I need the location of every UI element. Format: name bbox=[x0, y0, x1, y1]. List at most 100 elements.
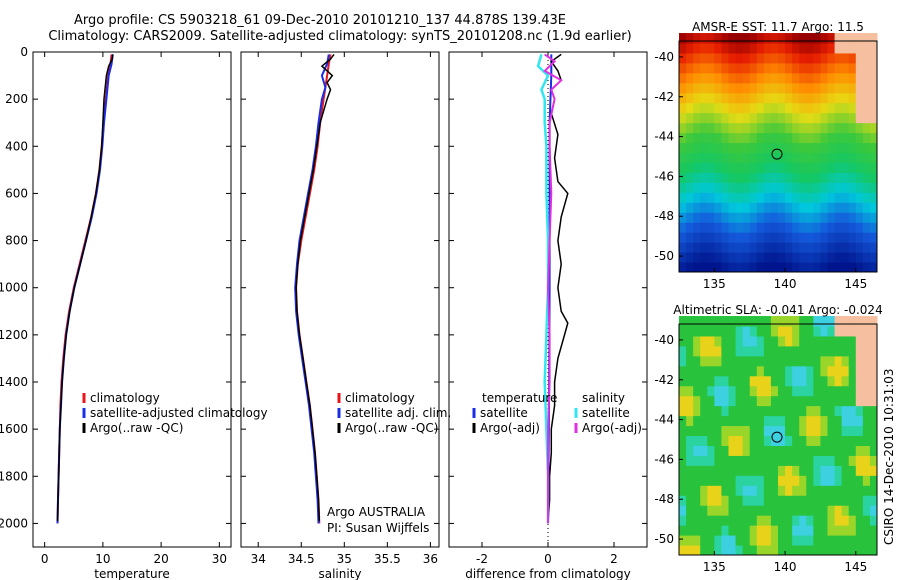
sst-map-cell bbox=[735, 122, 744, 134]
sla-map-cell bbox=[862, 425, 871, 437]
sst-map-cell bbox=[862, 192, 871, 203]
sst-map-cell bbox=[778, 62, 786, 74]
sla-map-cell bbox=[806, 475, 814, 486]
sla-map-cell bbox=[827, 525, 836, 536]
sst-map-cell bbox=[707, 152, 715, 163]
sst-map-cell bbox=[763, 82, 772, 94]
figure-title-line2: Climatology: CARS2009. Satellite-adjuste… bbox=[48, 29, 632, 44]
sla-map-cell bbox=[735, 515, 744, 526]
sst-map-cell bbox=[742, 132, 751, 144]
sla-map-cell bbox=[792, 525, 800, 536]
sst-map-cell bbox=[686, 52, 694, 64]
sst-map-cell bbox=[778, 52, 786, 64]
sla-map-cell bbox=[834, 495, 843, 506]
sla-map-cell bbox=[827, 505, 836, 516]
sst-map-cell bbox=[707, 182, 715, 193]
sst-map-cell bbox=[834, 182, 843, 193]
sst-map-cell bbox=[728, 172, 737, 183]
sst-map-cell bbox=[799, 182, 807, 193]
sst-map-cell bbox=[820, 42, 828, 54]
sst-map-cell bbox=[749, 72, 758, 84]
sla-map-cell bbox=[721, 545, 729, 556]
sst-map-cell bbox=[707, 62, 715, 74]
sst-map-cell bbox=[841, 202, 850, 213]
sst-map-cell bbox=[848, 202, 857, 213]
sst-map-cell bbox=[721, 162, 729, 173]
sst-map-cell bbox=[714, 162, 722, 173]
sla-map-cell bbox=[707, 545, 715, 556]
sst-map-cell bbox=[834, 52, 843, 64]
sst-map-cell bbox=[770, 262, 779, 273]
sst-map-cell bbox=[749, 192, 758, 203]
sst-map-cell bbox=[813, 232, 821, 243]
sla-map-cell bbox=[742, 435, 751, 446]
sla-map-cell bbox=[834, 485, 843, 496]
sst-map-cell bbox=[770, 62, 779, 74]
sst-map-cell bbox=[806, 242, 814, 253]
sla-map-cell bbox=[756, 325, 765, 337]
sla-map-cell bbox=[763, 316, 772, 327]
sla-map-cell bbox=[693, 365, 701, 377]
sla-map-cell bbox=[679, 345, 687, 357]
sla-map-cell bbox=[728, 425, 737, 437]
sst-map-cell bbox=[686, 122, 694, 134]
sst-map-cell bbox=[813, 52, 821, 64]
sst-map-cell bbox=[806, 33, 814, 44]
depth-tick-label: 600 bbox=[5, 186, 28, 200]
sla-map-cell bbox=[799, 335, 807, 347]
sst-map-cell bbox=[700, 102, 708, 114]
sst-map-cell bbox=[806, 62, 814, 74]
sla-map-cell bbox=[862, 475, 871, 486]
sst-map-cell bbox=[820, 172, 828, 183]
sla-map-cell bbox=[763, 395, 772, 407]
sla-map-cell bbox=[841, 335, 850, 347]
sla-map-cell bbox=[721, 495, 729, 506]
sst-map-xtick-label: 145 bbox=[844, 277, 867, 291]
sla-map-cell bbox=[742, 316, 751, 327]
sla-map-cell bbox=[728, 485, 737, 496]
sla-map-cell bbox=[862, 465, 871, 476]
sst-map-cell bbox=[799, 192, 807, 203]
sla-map-cell bbox=[756, 415, 765, 427]
sst-map-cell bbox=[827, 232, 836, 243]
sla-map-cell bbox=[785, 375, 793, 387]
sst-map-cell bbox=[679, 212, 687, 223]
sla-map-cell bbox=[820, 316, 828, 327]
sla-map-cell bbox=[763, 505, 772, 516]
sst-map-cell bbox=[792, 192, 800, 203]
sst-map-cell bbox=[714, 172, 722, 183]
sla-map-cell bbox=[679, 485, 687, 496]
sla-map-cell bbox=[778, 325, 786, 337]
sst-map-cell bbox=[848, 142, 857, 154]
sla-map-cell bbox=[806, 335, 814, 347]
sst-map-cell bbox=[785, 192, 793, 203]
sla-map-cell bbox=[721, 505, 729, 516]
sla-map-cell bbox=[749, 535, 758, 546]
sla-map-cell bbox=[721, 316, 729, 327]
sst-map-cell bbox=[827, 162, 836, 173]
sla-map-cell bbox=[841, 495, 850, 506]
sla-map-cell bbox=[841, 405, 850, 417]
sst-map-cell bbox=[834, 252, 843, 263]
sla-map-cell bbox=[785, 475, 793, 486]
sst-map-cell bbox=[693, 102, 701, 114]
sla-map-cell bbox=[728, 355, 737, 367]
sst-map-cell bbox=[749, 82, 758, 94]
sst-map-cell bbox=[862, 182, 871, 193]
sla-map-cell bbox=[827, 435, 836, 446]
sst-map-cell bbox=[806, 132, 814, 144]
sst-map-cell bbox=[707, 112, 715, 124]
sst-map-cell bbox=[756, 262, 765, 273]
sst-map-cell bbox=[834, 192, 843, 203]
sla-map-cell bbox=[686, 316, 694, 327]
sla-map-xtick-label: 145 bbox=[844, 560, 867, 574]
sst-map-cell bbox=[721, 102, 729, 114]
sla-map-cell bbox=[869, 435, 878, 446]
sst-map-cell bbox=[686, 182, 694, 193]
sla-map-cell bbox=[778, 435, 786, 446]
sla-map-cell bbox=[806, 505, 814, 516]
sst-map-cell bbox=[848, 42, 857, 54]
sst-map-cell bbox=[855, 152, 864, 163]
sla-map-cell bbox=[862, 355, 871, 367]
sst-map-frame bbox=[678, 40, 878, 273]
